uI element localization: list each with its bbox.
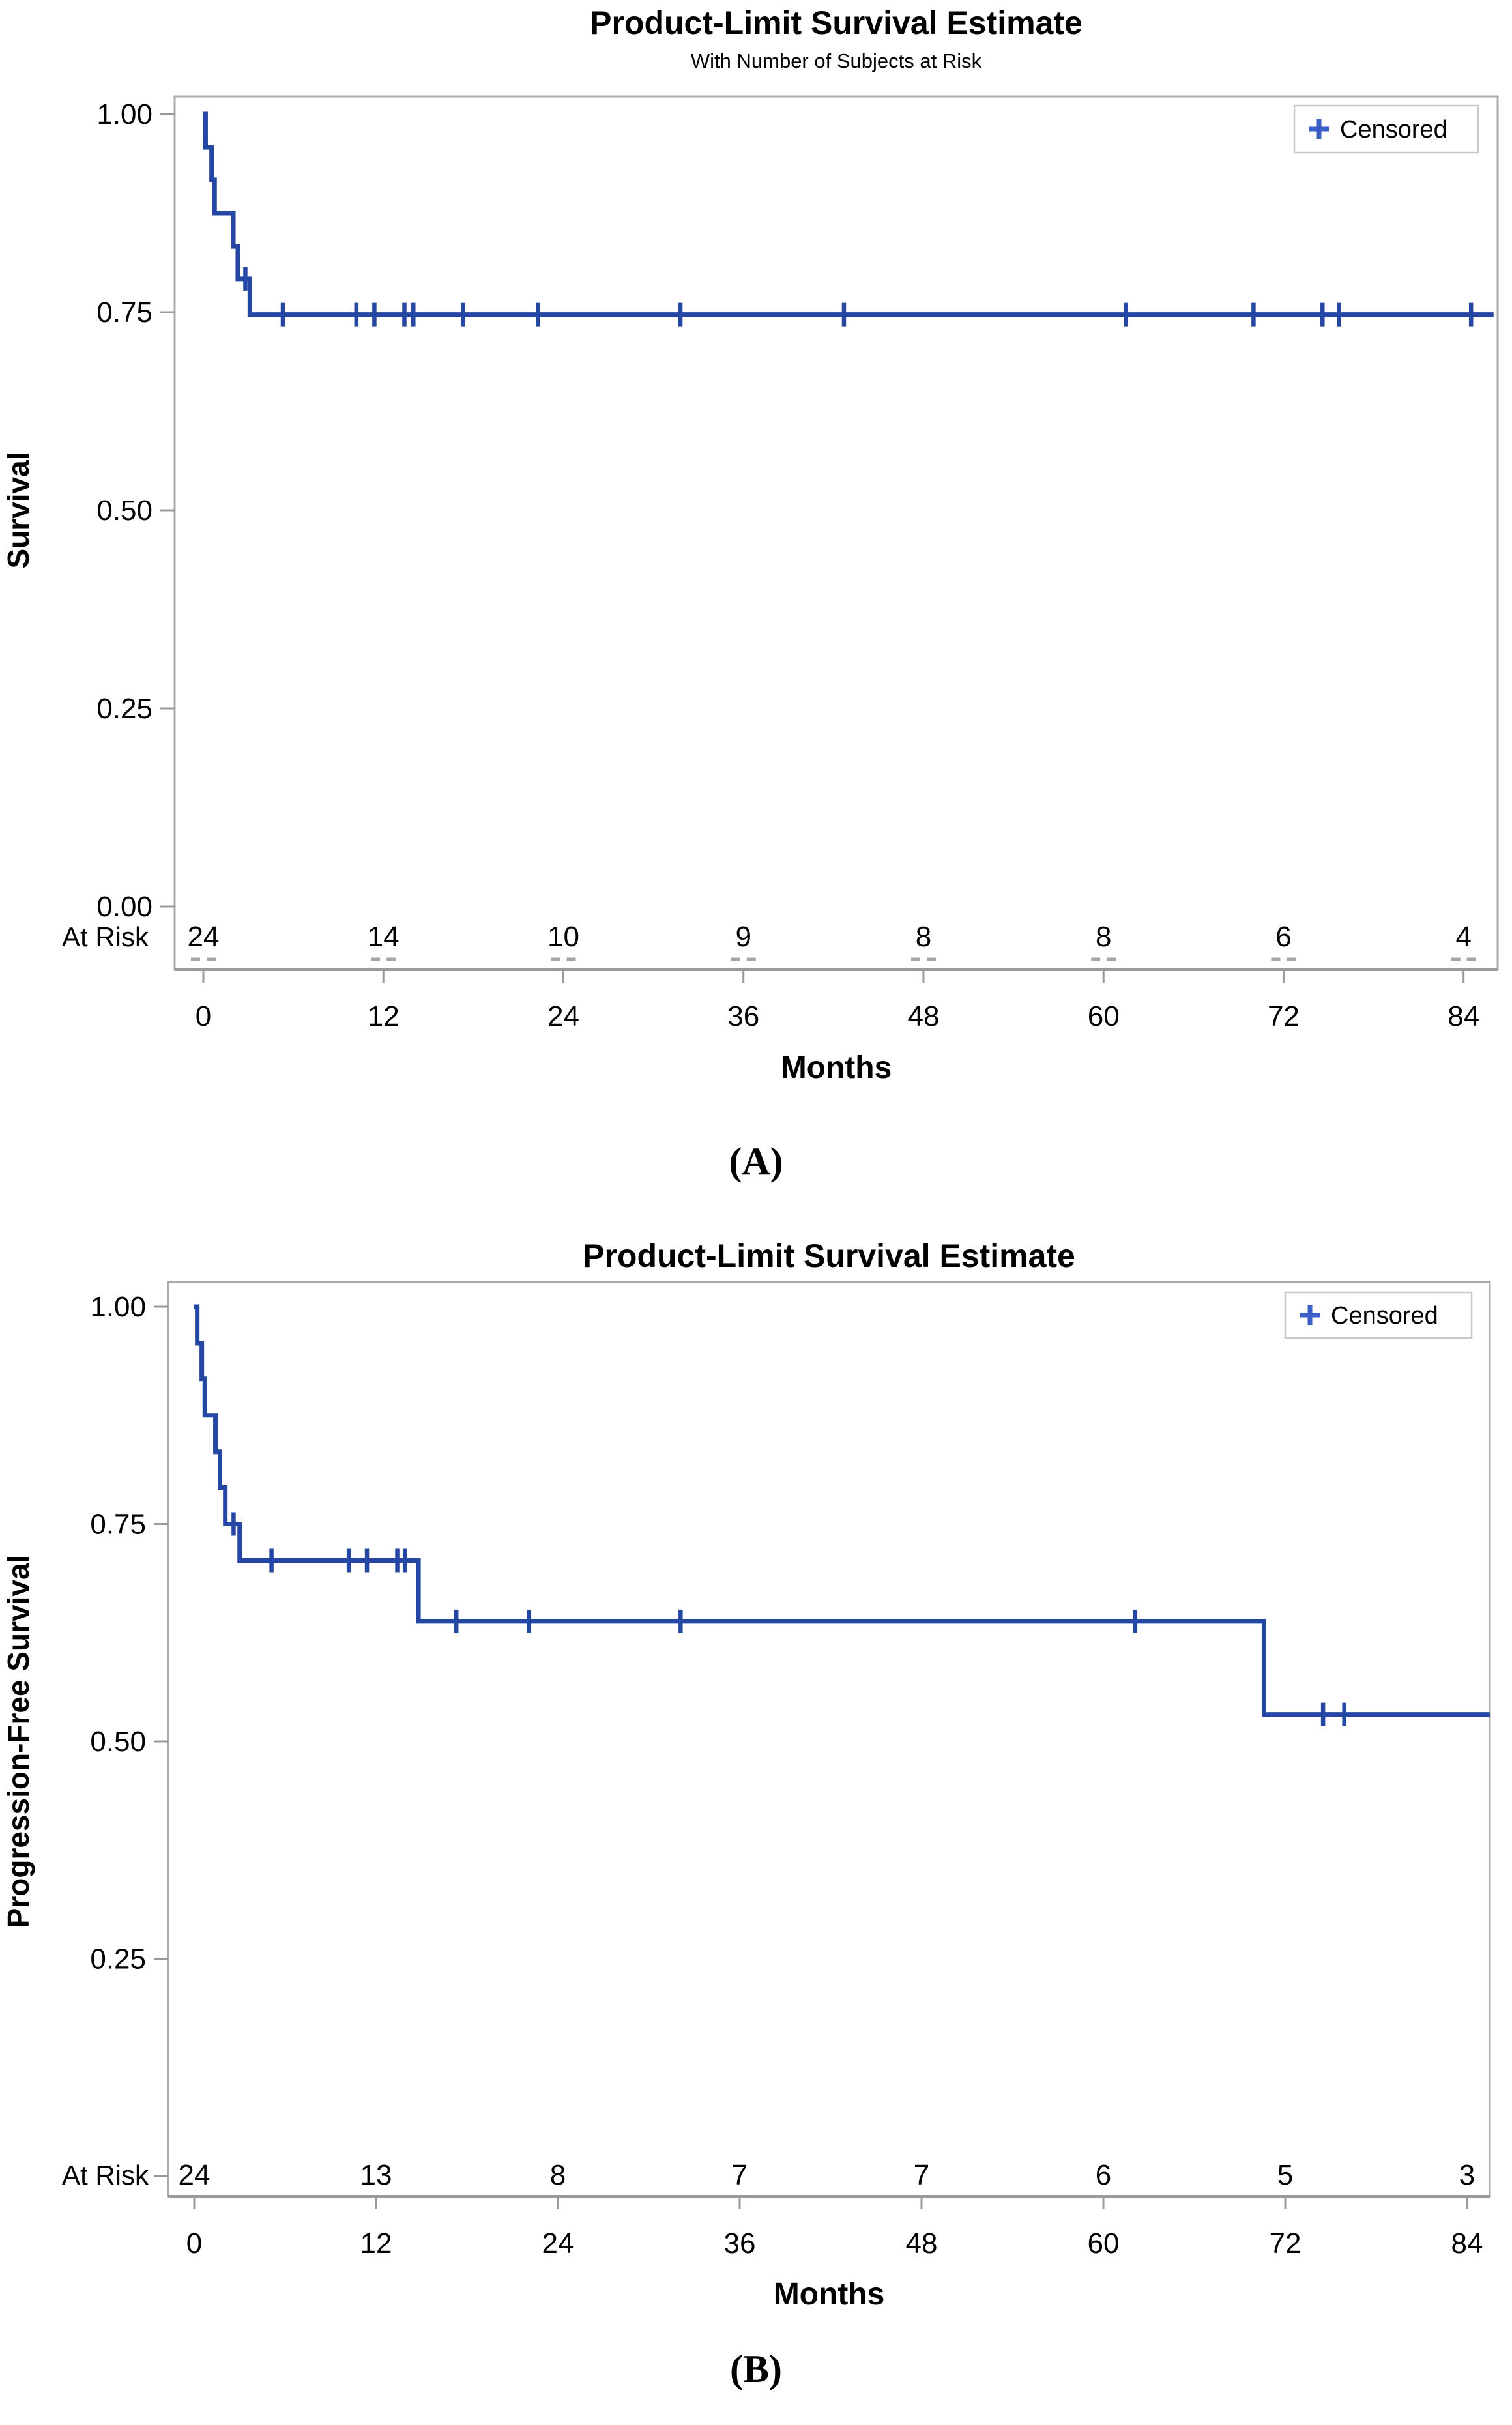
- plus-icon: [1309, 119, 1329, 139]
- at-risk-row: At Risk 24 14 10 9 8 8 6 4: [62, 921, 1476, 961]
- x-axis-tick-label: 0: [186, 2228, 202, 2259]
- at-risk-count: 3: [1459, 2159, 1475, 2191]
- at-risk-label: At Risk: [62, 922, 149, 952]
- panel-a-caption: (A): [729, 1140, 783, 1183]
- at-risk-count: 24: [188, 921, 220, 953]
- at-risk-count: 24: [179, 2159, 211, 2191]
- x-axis-title: Months: [781, 1051, 892, 1085]
- x-axis-tick-label: 36: [724, 2228, 756, 2259]
- x-axis-tick-label: 48: [907, 1000, 939, 1032]
- x-axis-tick-label: 36: [727, 1000, 759, 1032]
- x-axis-tick-label: 84: [1447, 1000, 1479, 1032]
- y-axis-title: Progression-Free Survival: [1, 1555, 35, 1928]
- at-risk-count: 7: [732, 2159, 748, 2191]
- plot-subtitle: With Number of Subjects at Risk: [691, 50, 982, 72]
- at-risk-count: 5: [1277, 2159, 1293, 2191]
- legend-label: Censored: [1331, 1302, 1438, 1329]
- x-axis-tick-label: 72: [1270, 2228, 1301, 2259]
- legend-label: Censored: [1340, 116, 1447, 143]
- x-axis-tick-label: 48: [906, 2228, 938, 2259]
- x-axis: 0 12 24 36 48 60 72 84: [186, 2196, 1483, 2259]
- at-risk-count: 10: [547, 921, 579, 953]
- plot-title: Product-Limit Survival Estimate: [590, 5, 1083, 41]
- km-curve: [194, 1304, 1490, 1717]
- y-axis-tick-label: 1.00: [96, 98, 153, 130]
- at-risk-row: At Risk 24 13 8 7 7 6 5 3: [62, 2159, 1475, 2191]
- x-axis-tick-label: 0: [196, 1000, 211, 1032]
- y-axis: 1.00 0.75 0.50 0.25: [90, 1291, 168, 2177]
- y-axis-tick-label: 0.25: [90, 1943, 146, 1975]
- x-axis-tick-label: 84: [1451, 2228, 1483, 2259]
- x-axis-tick-label: 60: [1088, 1000, 1120, 1032]
- plot-border: [167, 1281, 1491, 2198]
- y-axis-tick-label: 0.75: [90, 1509, 146, 1541]
- at-risk-count: 13: [360, 2159, 392, 2191]
- x-axis-tick-label: 60: [1088, 2228, 1120, 2259]
- x-axis-tick-label: 12: [360, 2228, 392, 2259]
- progression-free-survival-plot-panel-b: Product-Limit Survival Estimate 1.00 0.75 0…: [1, 1238, 1491, 2312]
- at-risk-count: 8: [916, 921, 931, 953]
- y-axis-tick-label: 0.00: [96, 891, 153, 923]
- survival-plot-panel-a: Product-Limit Survival Estimate With Numb…: [1, 5, 1499, 1085]
- censor-marks: [243, 267, 1474, 327]
- censor-marks: [231, 1512, 1346, 1726]
- x-axis: 0 12 24 36 48 60 72 84: [196, 970, 1479, 1032]
- plot-border: [173, 95, 1499, 971]
- y-axis-tick-label: 0.75: [96, 297, 153, 328]
- x-axis-tick-label: 12: [368, 1000, 400, 1032]
- legend-box: Censored: [1284, 1291, 1473, 1339]
- y-axis-tick-label: 0.50: [96, 495, 153, 527]
- x-axis-tick-label: 72: [1268, 1000, 1300, 1032]
- at-risk-count: 14: [368, 921, 400, 953]
- y-axis-tick-label: 1.00: [90, 1291, 146, 1323]
- at-risk-count: 8: [550, 2159, 566, 2191]
- at-risk-label: At Risk: [62, 2160, 149, 2190]
- y-axis-tick-label: 0.50: [90, 1726, 146, 1758]
- at-risk-count: 9: [735, 921, 751, 953]
- at-risk-count: 4: [1455, 921, 1471, 953]
- at-risk-count: 6: [1096, 2159, 1111, 2191]
- legend-box: Censored: [1293, 104, 1479, 154]
- plus-icon: [1300, 1305, 1320, 1325]
- x-axis-tick-label: 24: [547, 1000, 579, 1032]
- plot-title: Product-Limit Survival Estimate: [583, 1238, 1075, 1274]
- y-axis: 1.00 0.75 0.50 0.25 0.00: [96, 98, 175, 923]
- km-curve: [203, 111, 1494, 317]
- x-axis-title: Months: [774, 2277, 885, 2312]
- x-axis-tick-label: 24: [542, 2228, 574, 2259]
- at-risk-count: 8: [1096, 921, 1111, 953]
- y-axis-tick-label: 0.25: [96, 693, 153, 725]
- y-axis-title: Survival: [1, 452, 35, 569]
- at-risk-count: 7: [914, 2159, 929, 2191]
- at-risk-count: 6: [1275, 921, 1291, 953]
- panel-b-caption: (B): [730, 2347, 782, 2390]
